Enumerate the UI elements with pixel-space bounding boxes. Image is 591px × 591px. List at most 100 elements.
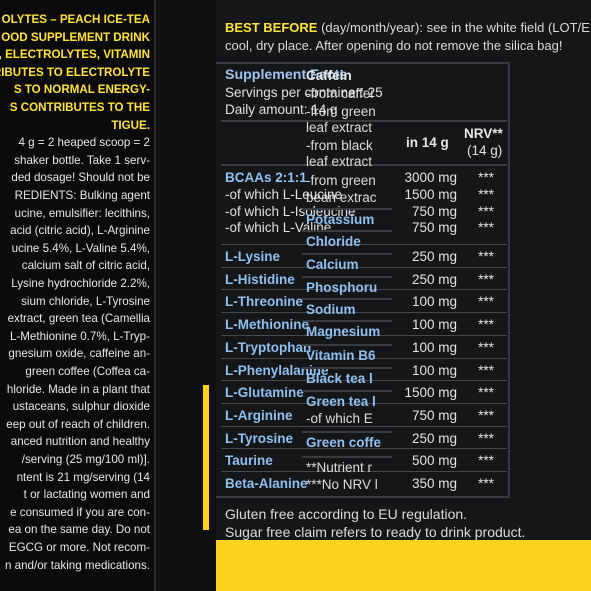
divider: [221, 244, 507, 245]
divider: [302, 320, 392, 322]
ingredients-line: OLYTES – PEACH ICE-TEA: [1, 13, 150, 26]
facts-panel: BEST BEFORE (day/month/year): see in the…: [216, 0, 591, 591]
servings: Servings per container: 25: [225, 85, 383, 100]
ingredients-line: eep out of reach of children.: [6, 417, 150, 431]
facts-title: Supplement Facts: [225, 67, 348, 83]
nutrient-nrv: ***: [478, 453, 494, 469]
ingredients-line: ded dosage! Should not be: [11, 171, 150, 185]
nutrient-value: 350 mg: [411, 476, 457, 491]
column-nrv-unit: (14 g): [467, 143, 503, 158]
supplement-facts-box: [216, 62, 510, 498]
right-column-item: Sodium: [306, 302, 356, 317]
right-column-item: leaf extract: [306, 120, 373, 135]
ingredients-line: e consumed if you are con-: [10, 505, 150, 519]
ingredients-line: t or lactating women and: [23, 488, 150, 502]
nutrient-value: 100 mg: [411, 362, 457, 378]
nutrient-nrv: ***: [478, 385, 494, 401]
divider: [221, 380, 507, 382]
ingredients-line: 4 g = 2 heaped scoop = 2: [18, 136, 150, 150]
right-column-item: Calcium: [306, 257, 359, 272]
ingredients-line: /serving (25 mg/100 ml)].: [21, 453, 150, 466]
right-column-item: ***No NRV l: [306, 477, 378, 492]
divider: [302, 230, 392, 232]
nutrient-name: L-Arginine: [225, 407, 293, 423]
ingredients-line: ucine, emulsifier: lecithins,: [14, 206, 150, 220]
nutrient-name: L-Phenylalanine: [225, 362, 329, 378]
nutrient-name: L-Histidine: [225, 271, 295, 287]
nutrient-name: Taurine: [225, 453, 273, 469]
divider: [221, 164, 507, 166]
column-amount: in 14 g: [406, 135, 449, 150]
ingredients-line: n and/or taking medications.: [4, 558, 150, 572]
ingredients-line: TIGUE.: [111, 118, 150, 132]
ingredients-line: ucine 5.4%, L-Valine 5.4%,: [11, 241, 150, 255]
bcaa-nrv: ***: [478, 170, 494, 185]
divider: [302, 367, 392, 369]
divider: [221, 120, 507, 122]
ingredients-line: REDIENTS: Bulking agent: [14, 189, 150, 202]
nutrient-nrv: ***: [478, 407, 494, 423]
bcaa-name: BCAAs 2:1:1: [225, 170, 307, 185]
ingredients-line: ustaceans, sulphur dioxide: [12, 400, 150, 414]
nutrient-nrv: ***: [478, 271, 494, 287]
daily-amount: Daily amount: 14 g: [225, 102, 338, 117]
divider: [221, 334, 507, 336]
divider: [221, 425, 507, 427]
right-column-item: -from black: [306, 138, 373, 153]
divider: [221, 402, 507, 404]
right-column-item: Vitamin B6: [306, 348, 376, 363]
ingredients-line: TRIBUTES TO ELECTROLYTE: [0, 65, 150, 79]
nutrient-nrv: ***: [478, 294, 494, 310]
nutrient-name: L-Glutamine: [225, 385, 304, 401]
divider: [302, 298, 392, 300]
ingredients-line: ea on the same day. Do not: [8, 523, 150, 537]
ingredients-line: green coffee (Coffea ca-: [25, 365, 150, 378]
nutrient-name: L-Tryptophan: [225, 339, 312, 355]
right-column-item: Black tea l: [306, 371, 373, 386]
bcaa-value: 3000 mg: [404, 170, 457, 185]
nutrient-nrv: ***: [478, 339, 494, 355]
best-before-label: BEST BEFORE: [225, 20, 318, 35]
divider: [302, 344, 392, 346]
label-gap: [154, 0, 216, 591]
right-column-item: Chloride: [306, 234, 361, 249]
bcaa-sub-nrv: ***: [478, 203, 494, 219]
nutrient-nrv: ***: [478, 249, 494, 264]
right-column-item: leaf extract: [306, 154, 373, 169]
divider: [221, 266, 507, 268]
nutrient-nrv: ***: [478, 476, 494, 491]
right-column-item: Caffein: [306, 68, 352, 83]
best-before-text: BEST BEFORE (day/month/year): see in the…: [225, 20, 590, 53]
nutrient-value: 1500 mg: [404, 385, 457, 401]
ingredients-line: EGCG or more. Not recom-: [8, 541, 150, 554]
ingredients-line: acid (citric acid), L-Arginine: [10, 224, 150, 238]
right-column-item: Potassium: [306, 212, 375, 227]
bcaa-sub-nrv: ***: [478, 220, 494, 235]
ingredients-line: ntent is 21 mg/serving (14: [16, 470, 150, 484]
right-column-item: -of which E: [306, 411, 373, 426]
ingredients-line: S TO NORMAL ENERGY-: [13, 83, 150, 97]
divider: [302, 390, 392, 392]
bcaa-sub-name: -of which L-Isoleucine: [225, 203, 356, 219]
right-column-item: -from green: [306, 104, 376, 119]
sugar-free-note: Sugar free claim refers to ready to drin…: [225, 524, 526, 540]
divider: [221, 357, 507, 359]
column-nrv: NRV**: [464, 126, 503, 141]
yellow-accent-bar: [203, 385, 209, 530]
divider: [302, 431, 392, 433]
divider: [221, 289, 507, 291]
right-column-item: -from green: [306, 173, 376, 188]
nutrient-nrv: ***: [478, 430, 494, 446]
yellow-footer-bar: [216, 540, 591, 591]
nutrient-value: 750 mg: [411, 407, 457, 423]
right-column-item: bean extrac: [306, 190, 377, 205]
nutrient-name: L-Tyrosine: [225, 430, 294, 446]
bcaa-sub-nrv: ***: [478, 187, 494, 202]
right-column-item: Green tea l: [306, 394, 376, 409]
nutrient-nrv: ***: [478, 362, 494, 378]
ingredients-line: Lysine hydrochloride 2.2%,: [11, 277, 150, 290]
divider: [221, 312, 507, 314]
nutrient-nrv: ***: [478, 317, 494, 333]
right-column-item: Phosphoru: [306, 280, 378, 295]
divider: [302, 253, 392, 255]
